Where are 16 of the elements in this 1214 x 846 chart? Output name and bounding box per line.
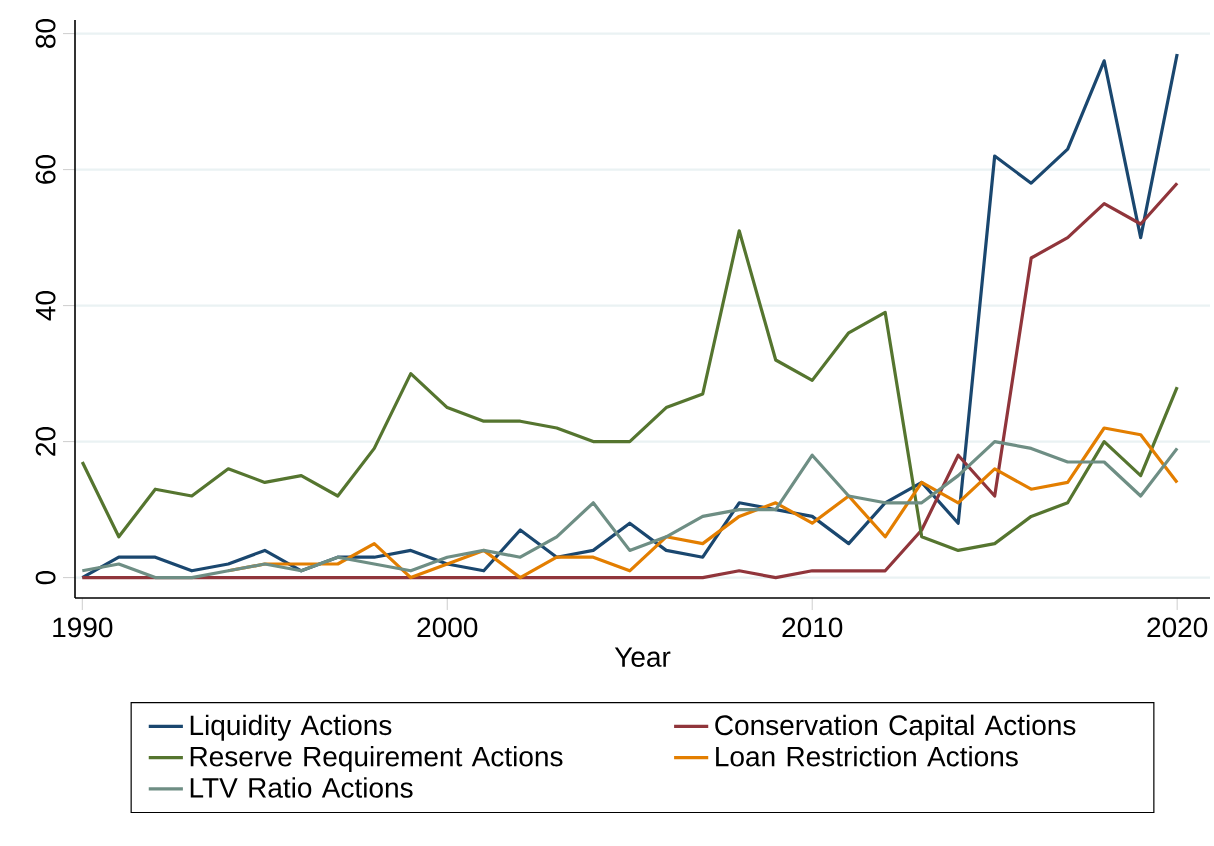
y-tick-label: 20: [35, 427, 56, 456]
x-tick-label: 2010: [782, 617, 843, 638]
legend-label: LTV Ratio Actions: [190, 777, 413, 798]
legend-label: Reserve Requirement Actions: [190, 745, 563, 773]
legend-label: Liquidity Actions: [190, 714, 392, 741]
x-tick-label: 2000: [417, 617, 478, 638]
y-tick-label: 60: [35, 155, 56, 184]
legend-label: Loan Restriction Actions: [716, 745, 1018, 767]
x-tick-label: 2020: [1147, 617, 1208, 638]
y-tick-label: 0: [35, 570, 56, 585]
y-tick-label: 40: [35, 291, 56, 321]
legend-label: Conservation Capital Actions: [715, 714, 1076, 741]
y-tick-label: 80: [35, 19, 56, 48]
x-axis-title: Year: [614, 647, 671, 667]
x-tick-label: 1990: [53, 617, 113, 638]
line-series: [80, 229, 1179, 552]
